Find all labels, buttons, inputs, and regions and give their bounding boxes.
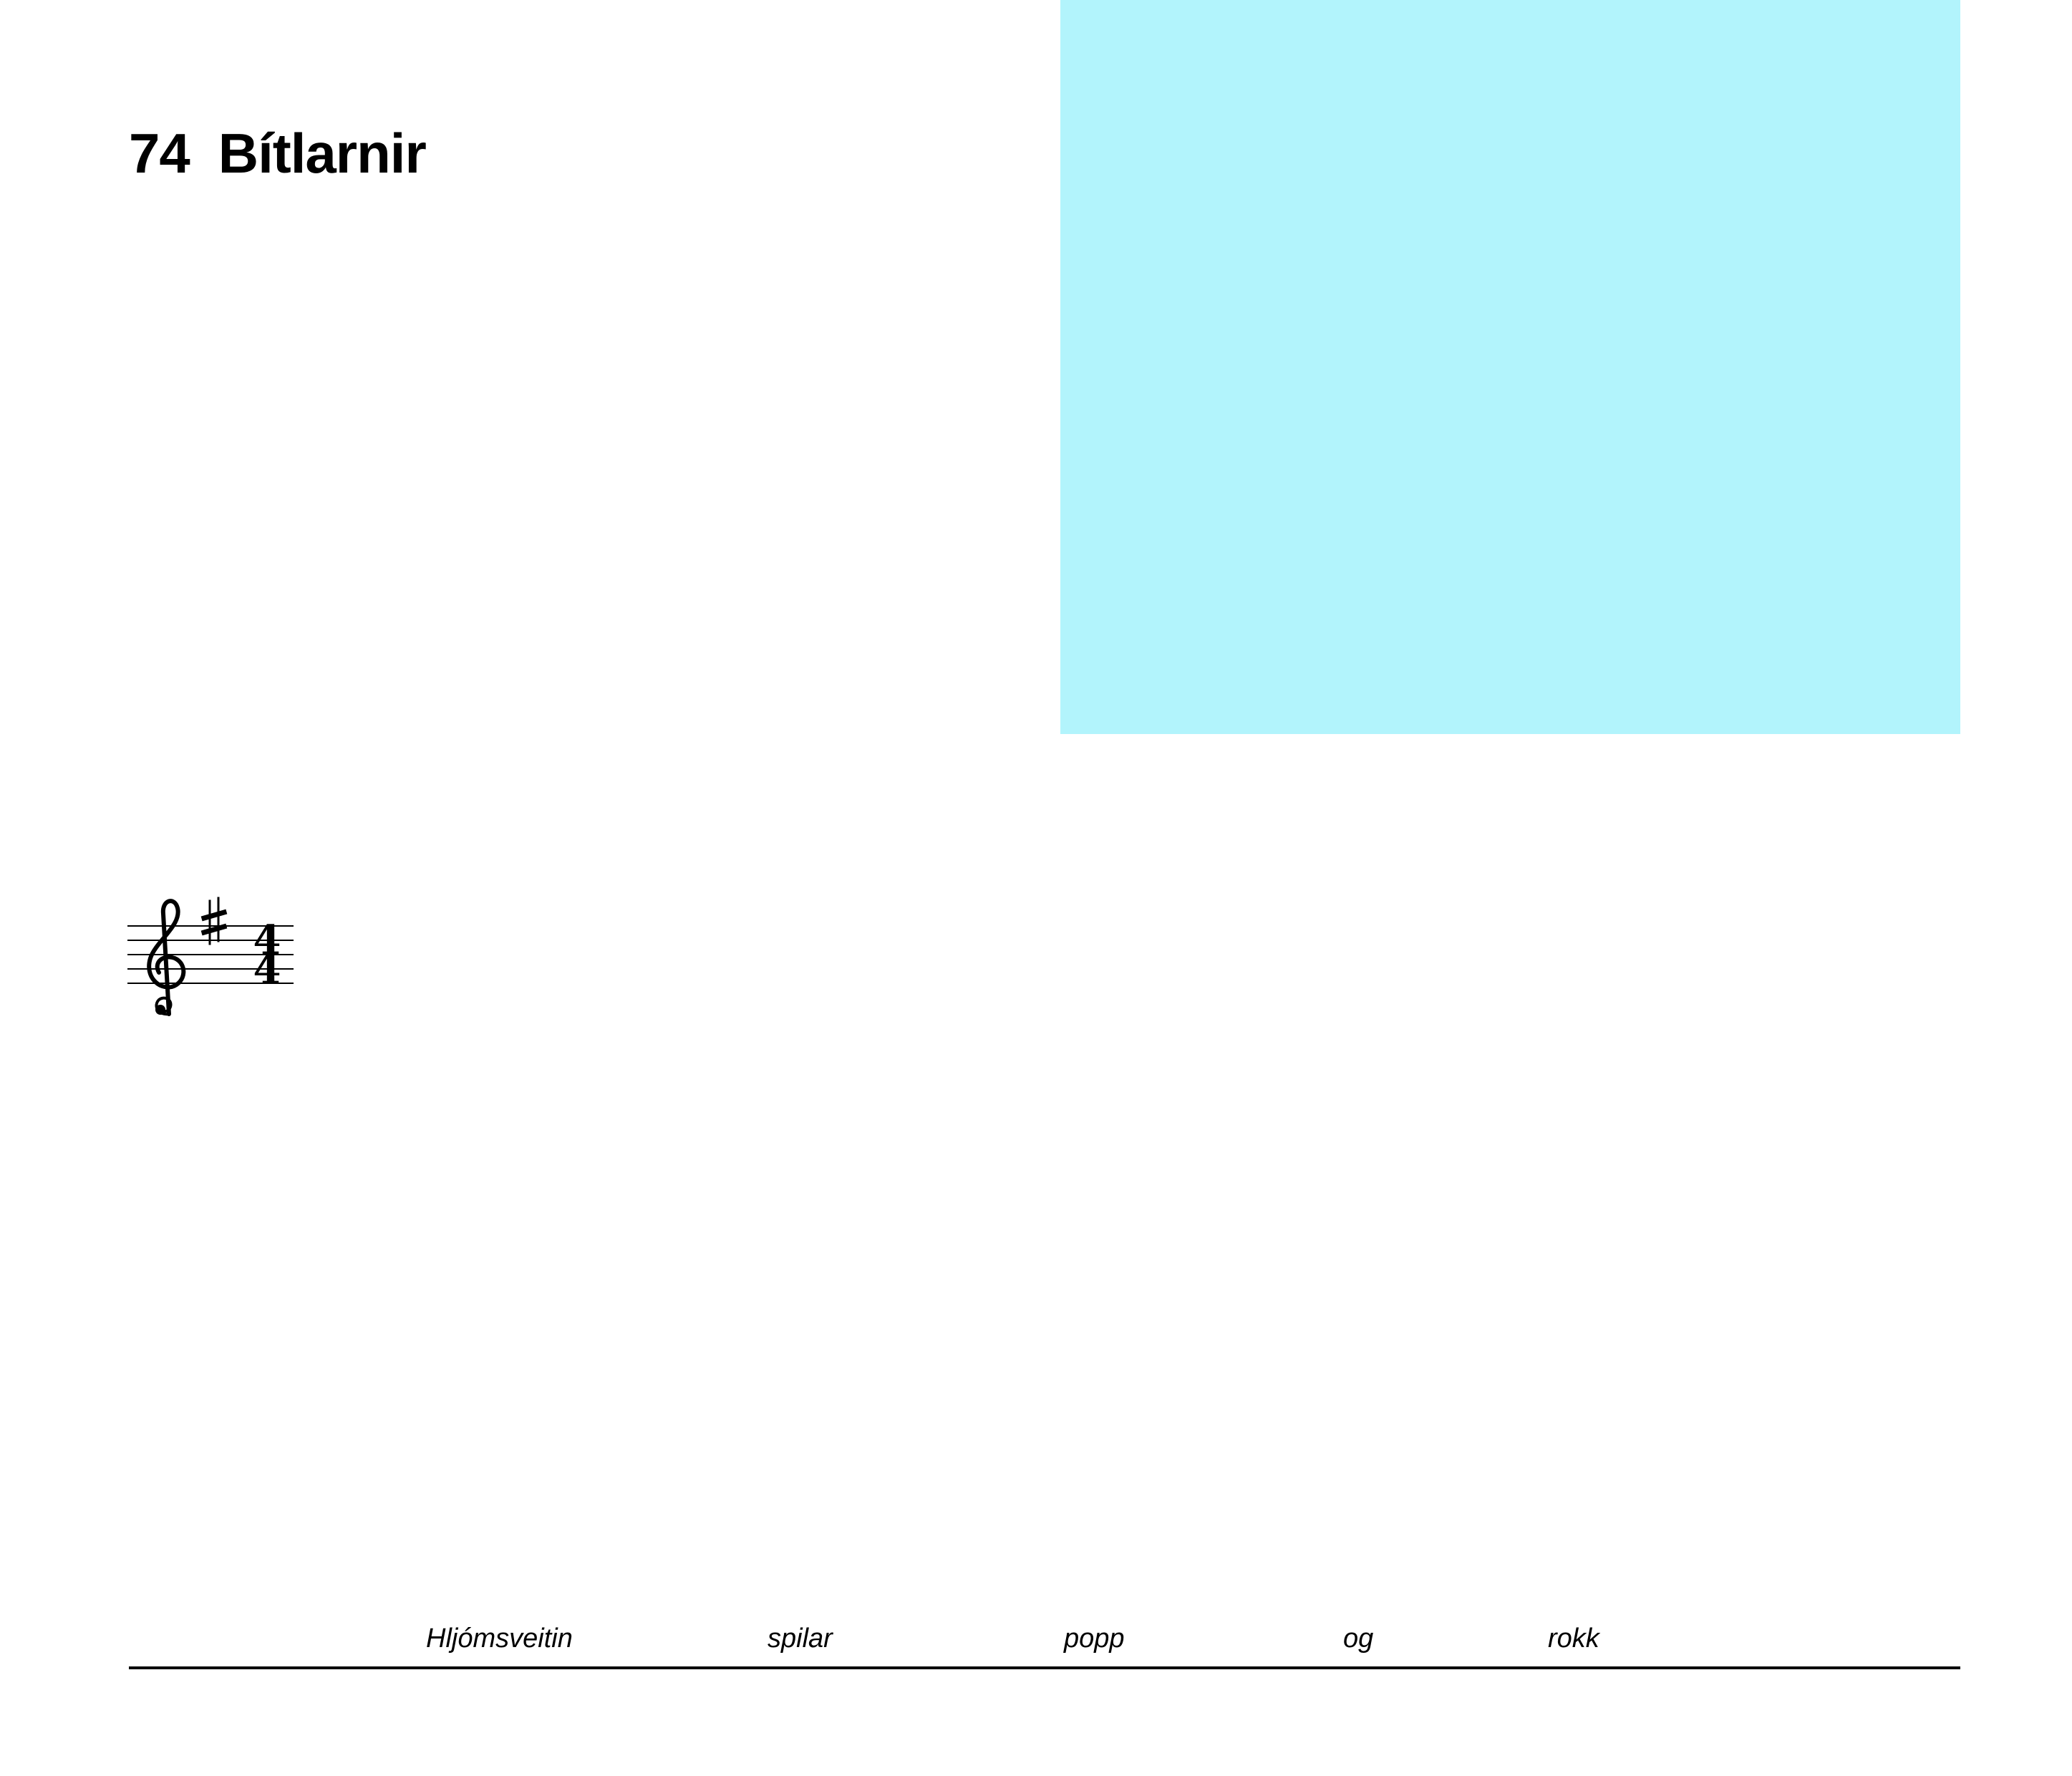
lyrics-line: Hljómsveitin spilar popp og rokk xyxy=(129,1622,1960,1679)
lyric-word: spilar xyxy=(768,1623,833,1654)
time-signature-denominator: 4 xyxy=(253,946,281,993)
key-signature xyxy=(200,897,228,945)
lyric-word: og xyxy=(1343,1623,1374,1654)
page-heading: 74 Bítlarnir xyxy=(129,122,427,185)
image-placeholder xyxy=(1060,0,1960,734)
staff-svg: 4 4 xyxy=(127,897,294,1016)
music-staff: 4 4 xyxy=(127,888,299,1031)
lyric-word: popp xyxy=(1064,1623,1125,1654)
treble-clef-icon xyxy=(147,899,186,1016)
page-title: Bítlarnir xyxy=(218,122,427,185)
page-number: 74 xyxy=(129,122,190,185)
sharp-icon xyxy=(200,897,228,945)
lyric-underline xyxy=(129,1666,1960,1669)
time-signature: 4 4 xyxy=(253,917,281,993)
lyric-word: rokk xyxy=(1548,1623,1599,1654)
time-signature-numerator: 4 xyxy=(253,917,281,964)
lyric-word: Hljómsveitin xyxy=(426,1623,573,1654)
